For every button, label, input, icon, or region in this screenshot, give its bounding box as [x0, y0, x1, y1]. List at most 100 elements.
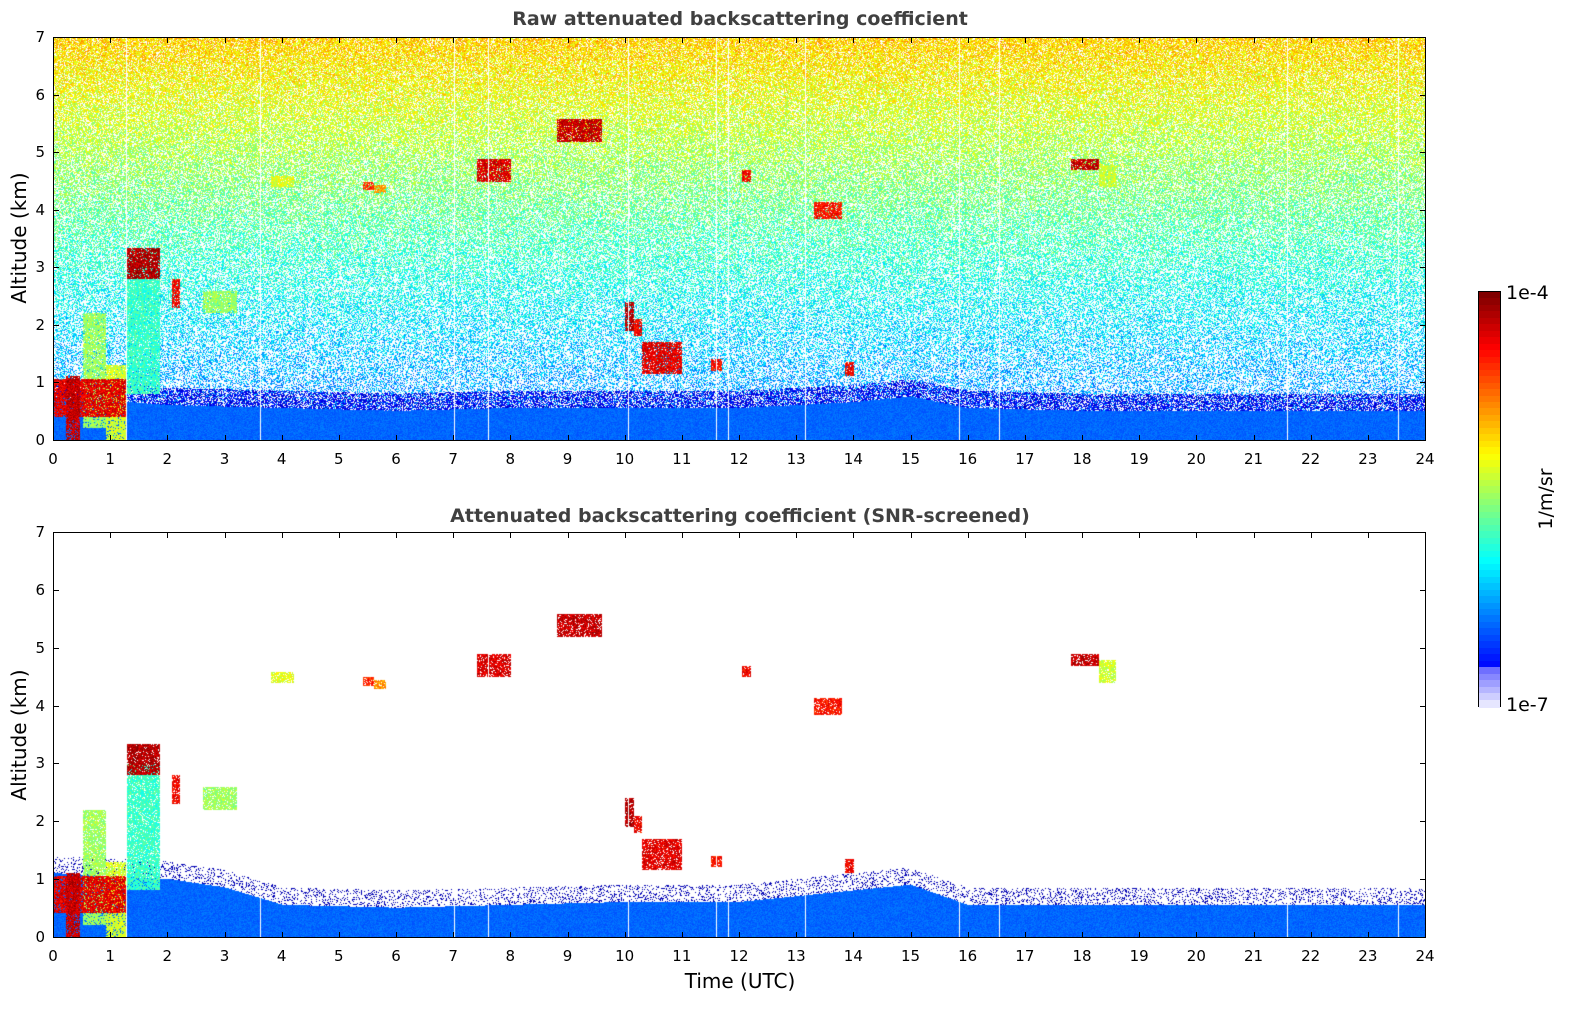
colorbar-segment [1479, 505, 1500, 514]
y-tick-mark [53, 937, 59, 938]
x-tick-mark [681, 932, 683, 938]
colorbar-segment [1479, 427, 1500, 436]
x-tick-mark [1196, 435, 1198, 441]
x-tick-label: 6 [391, 947, 401, 965]
colorbar-segment [1479, 460, 1500, 469]
y-tick-mark [53, 821, 59, 823]
y-tick-label: 5 [35, 638, 45, 657]
x-tick-label: 15 [900, 450, 921, 468]
colorbar-segment [1479, 563, 1500, 572]
colorbar-segment [1479, 298, 1500, 307]
colorbar-segment [1479, 693, 1500, 702]
y-tick-label: 1 [35, 870, 45, 889]
x-tick-mark [624, 435, 626, 441]
colorbar-segment [1479, 401, 1500, 410]
colorbar-segment [1479, 337, 1500, 346]
x-tick-mark [1253, 932, 1255, 938]
x-tick-label: 12 [729, 947, 749, 965]
x-tick-label: 17 [1015, 947, 1035, 965]
y-tick-mark [1420, 440, 1426, 441]
colorbar-segment [1479, 479, 1500, 488]
x-tick-label: 4 [276, 450, 287, 468]
colorbar [1478, 291, 1501, 708]
y-tick-mark [53, 267, 59, 269]
x-tick-mark [281, 37, 283, 43]
x-tick-mark [338, 532, 340, 538]
x-tick-mark [110, 435, 112, 441]
x-tick-label: 2 [162, 450, 173, 468]
x-tick-mark [224, 532, 226, 538]
y-tick-mark [53, 209, 59, 211]
x-tick-label: 1 [105, 947, 115, 965]
colorbar-segment [1479, 376, 1500, 385]
y-tick-label: 2 [35, 812, 45, 831]
x-tick-mark [110, 932, 112, 938]
top-panel-ylabel: Altitude (km) [7, 172, 31, 304]
colorbar-segment [1479, 369, 1500, 378]
x-tick-mark [1253, 532, 1255, 538]
x-tick-mark [1082, 435, 1083, 441]
colorbar-segment [1479, 699, 1500, 708]
y-tick-mark [1420, 324, 1426, 326]
y-tick-mark [53, 763, 59, 765]
x-tick-mark [453, 532, 455, 538]
x-tick-mark [396, 37, 397, 43]
x-tick-label: 16 [958, 947, 978, 965]
y-tick-mark [1420, 532, 1426, 533]
x-tick-mark [510, 435, 512, 441]
x-tick-mark [167, 932, 169, 938]
y-tick-mark [53, 647, 59, 649]
x-tick-mark [167, 532, 169, 538]
x-tick-mark [453, 932, 455, 938]
x-tick-mark [567, 37, 569, 43]
colorbar-segment [1479, 583, 1500, 592]
x-tick-mark [396, 932, 397, 938]
x-tick-mark [1139, 37, 1141, 43]
x-tick-label: 22 [1301, 450, 1321, 468]
y-tick-mark [53, 152, 59, 154]
colorbar-segment [1479, 317, 1500, 326]
x-tick-label: 0 [48, 947, 58, 965]
x-tick-label: 5 [334, 450, 344, 468]
x-tick-mark [53, 532, 54, 538]
x-tick-mark [453, 435, 455, 441]
colorbar-segment [1479, 343, 1500, 352]
x-tick-mark [624, 532, 626, 538]
y-tick-label: 4 [35, 696, 45, 715]
colorbar-segment [1479, 311, 1500, 320]
x-tick-label: 19 [1129, 450, 1149, 468]
x-tick-mark [1367, 435, 1369, 441]
y-tick-label: 0 [35, 431, 45, 449]
x-tick-label: 14 [843, 947, 863, 965]
x-tick-mark [1367, 37, 1369, 43]
x-tick-label: 18 [1072, 450, 1092, 468]
x-tick-mark [796, 435, 798, 441]
colorbar-segment [1479, 486, 1500, 495]
x-tick-mark [1367, 932, 1369, 938]
colorbar-segment [1479, 680, 1500, 689]
x-tick-mark [510, 932, 512, 938]
colorbar-segment [1479, 414, 1500, 423]
x-tick-mark [796, 932, 798, 938]
x-tick-label: 0 [48, 450, 58, 468]
x-tick-mark [1082, 932, 1083, 938]
x-tick-label: 9 [562, 947, 573, 965]
x-tick-label: 11 [672, 947, 692, 965]
x-tick-label: 10 [615, 947, 635, 965]
x-tick-mark [1425, 435, 1426, 441]
y-tick-label: 6 [35, 580, 45, 599]
y-tick-mark [53, 705, 59, 707]
colorbar-segment [1479, 557, 1500, 566]
x-tick-mark [510, 532, 512, 538]
colorbar-segment [1479, 408, 1500, 417]
x-tick-label: 5 [334, 947, 344, 965]
x-tick-label: 3 [219, 450, 230, 468]
colorbar-segment [1479, 621, 1500, 630]
x-tick-label: 14 [843, 450, 863, 468]
x-tick-mark [910, 532, 912, 538]
x-tick-mark [1139, 532, 1141, 538]
x-tick-label: 21 [1243, 947, 1264, 965]
x-tick-mark [681, 37, 683, 43]
y-tick-label: 1 [35, 373, 45, 392]
x-tick-mark [796, 37, 798, 43]
